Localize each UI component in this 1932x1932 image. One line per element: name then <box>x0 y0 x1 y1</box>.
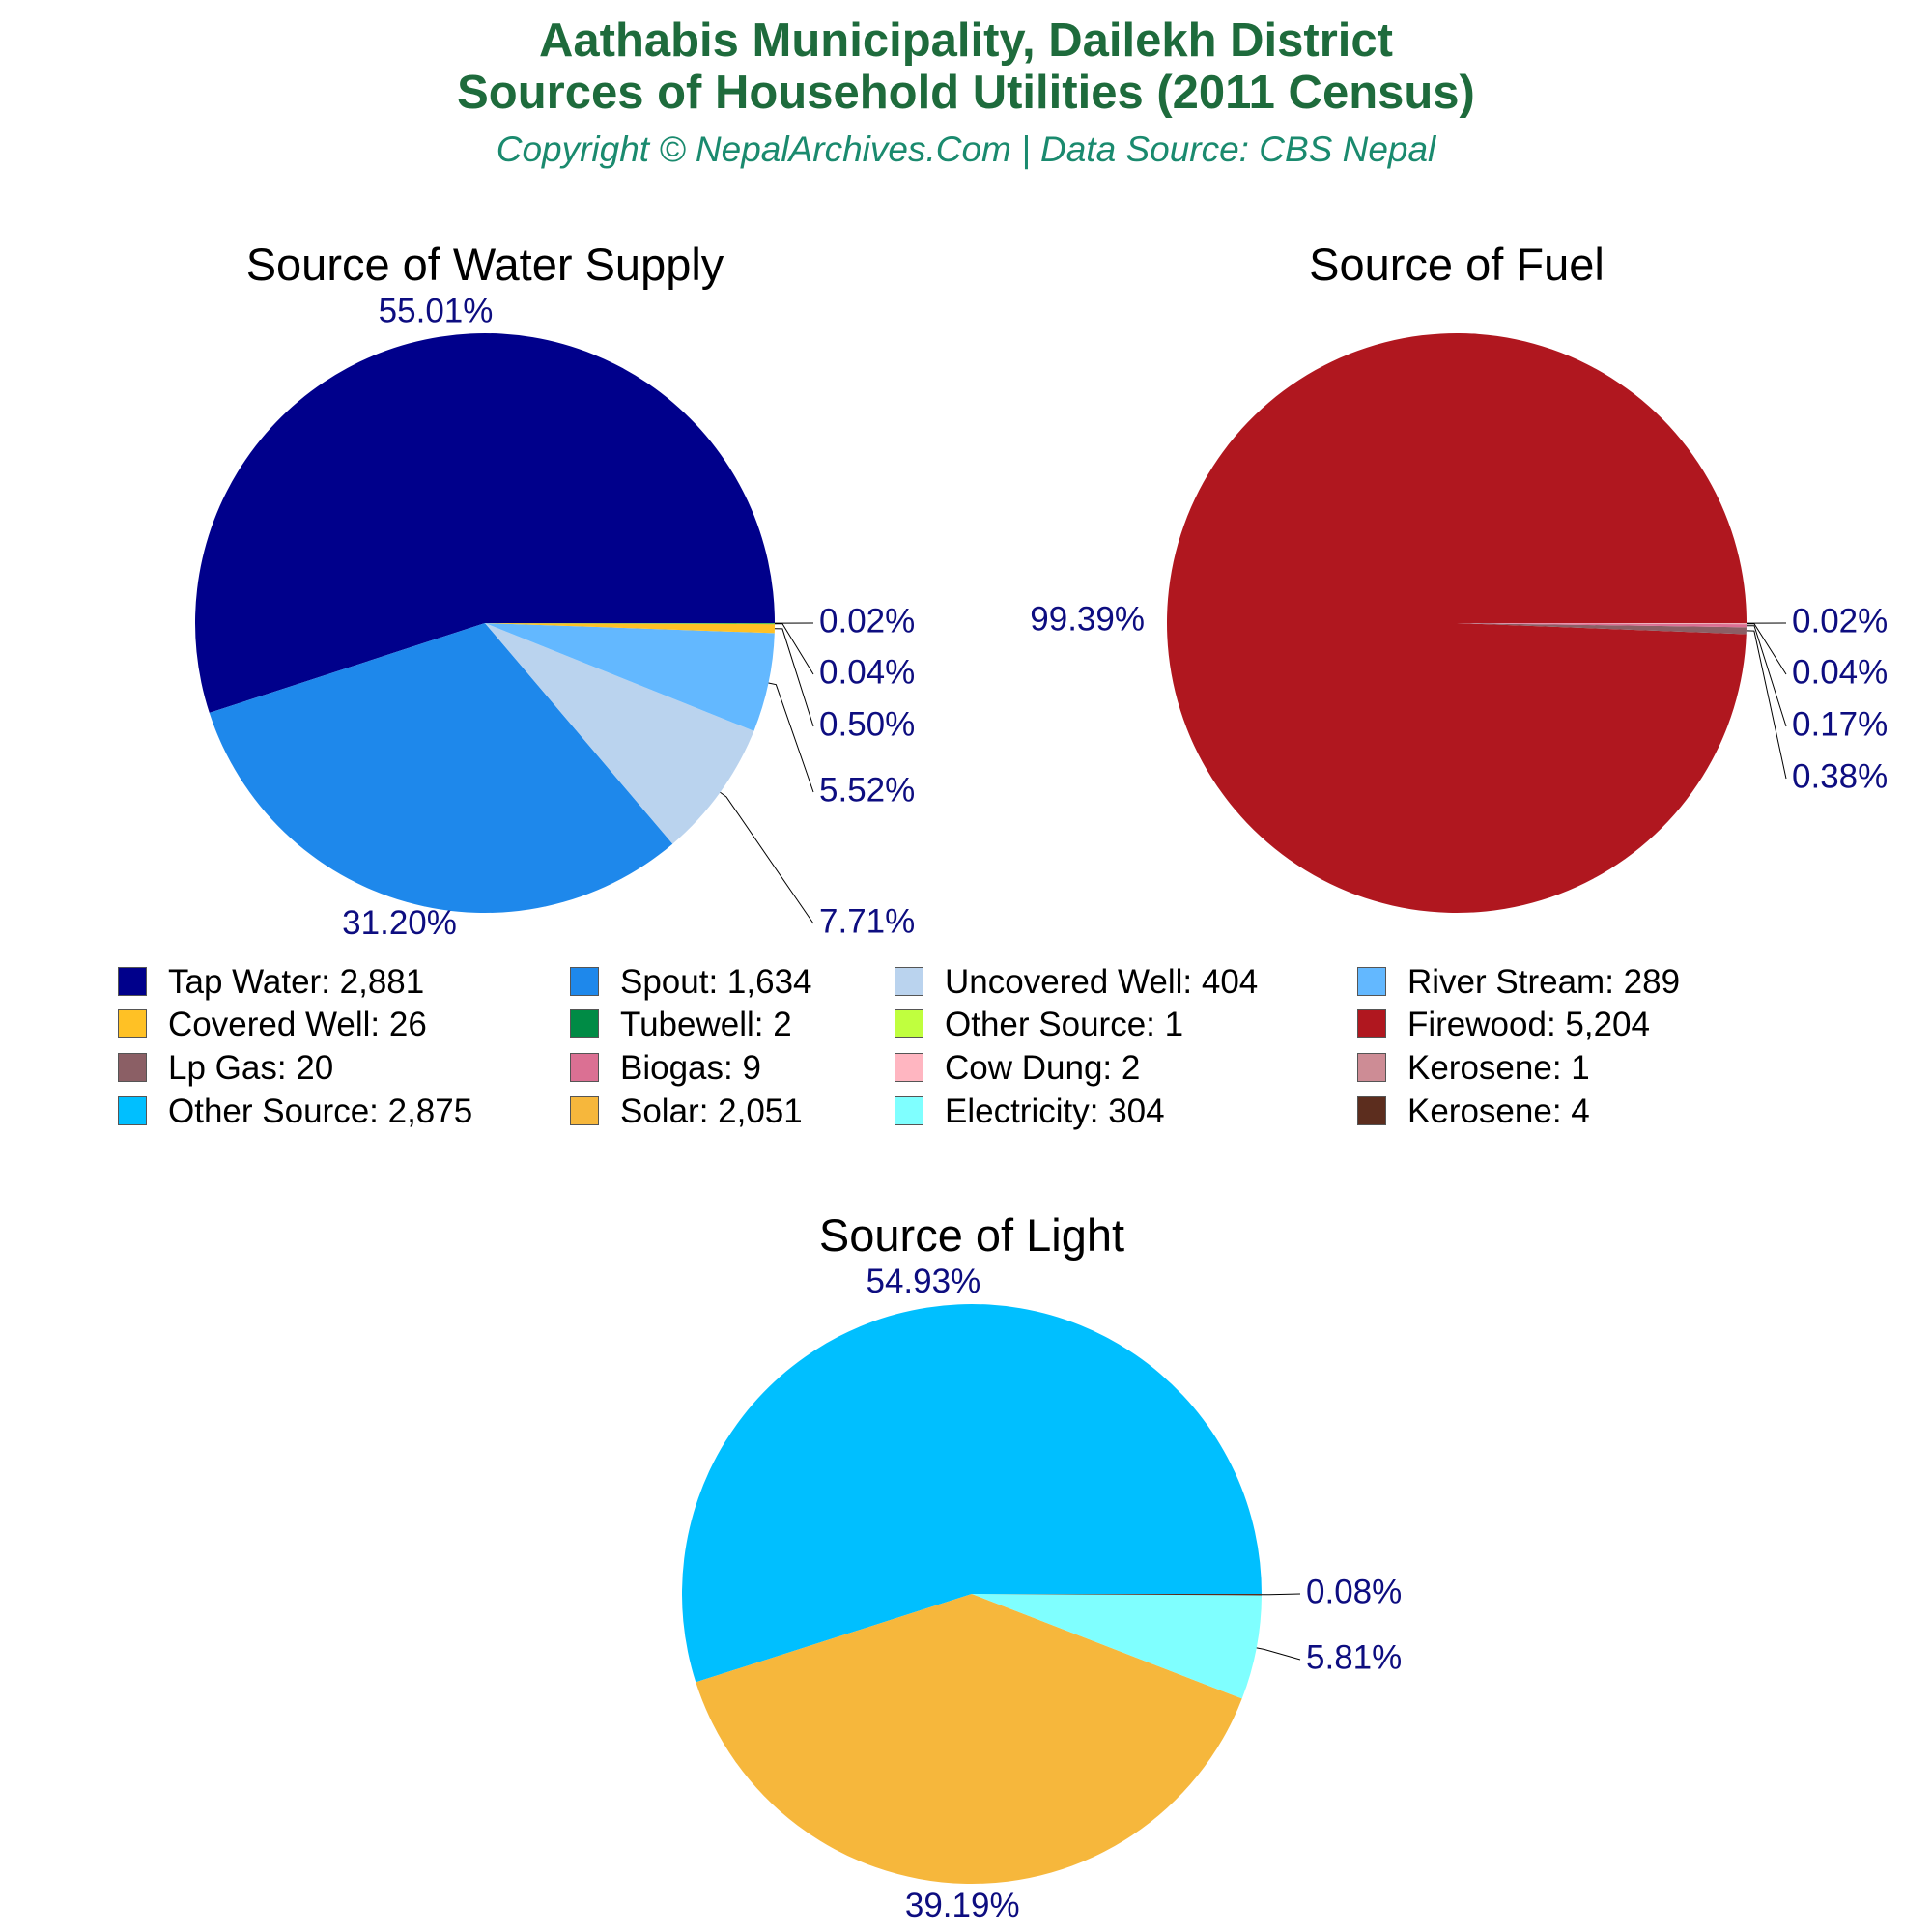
percent-label-firewood: 99.39% <box>1030 600 1145 638</box>
percent-label-electricity: 5.81% <box>1306 1638 1402 1676</box>
percent-label-kerosene: 0.08% <box>1306 1573 1402 1610</box>
percent-label-solar: 39.19% <box>905 1887 1020 1924</box>
pie-slice-tap-water <box>194 332 775 713</box>
leader-line-tubewell <box>774 623 814 675</box>
percent-label-covered-well: 0.50% <box>819 705 915 743</box>
leader-line-kerosene <box>1261 1593 1301 1596</box>
pie-slice-spout <box>209 623 673 913</box>
pie-slice-river-stream <box>485 623 775 731</box>
figure-title-line-1: Aathabis Municipality, Dailekh District <box>538 14 1393 67</box>
percent-label-cow-dung: 0.04% <box>1792 653 1888 691</box>
leader-line-uncovered-well <box>720 791 814 924</box>
percent-label-tubewell: 0.04% <box>819 653 915 691</box>
percent-label-kerosene: 0.02% <box>1792 602 1888 639</box>
leader-line-lp-gas <box>1746 630 1787 780</box>
pie-slice-cow-dung <box>1457 623 1747 625</box>
leader-line-biogas <box>1746 625 1787 727</box>
pie-slice-tubewell <box>485 623 775 625</box>
pie-slice-electricity <box>972 1594 1262 1699</box>
percent-label-other-source: 0.02% <box>819 602 915 639</box>
chart-title: Source of Fuel <box>1309 239 1605 290</box>
percent-label-tap-water: 55.01% <box>379 292 494 329</box>
leader-line-electricity <box>1256 1647 1301 1661</box>
percent-label-uncovered-well: 7.71% <box>819 902 915 940</box>
percent-label-lp-gas: 0.38% <box>1792 757 1888 795</box>
pie-slice-solar <box>696 1594 1242 1884</box>
pie-slice-lp-gas <box>1457 623 1747 635</box>
pie-slice-covered-well <box>485 623 775 634</box>
leader-line-river-stream <box>768 682 814 793</box>
pie-slice-uncovered-well <box>485 623 754 844</box>
pie-slice-other-source <box>682 1304 1262 1683</box>
leader-line-covered-well <box>774 628 814 727</box>
percent-label-other-source: 54.93% <box>867 1263 981 1300</box>
leader-line-cow-dung <box>1746 623 1787 675</box>
percent-label-river-stream: 5.52% <box>819 771 915 809</box>
pie-chart-source-of-fuel: Source of Fuel 99.39% 0.38% 0.17% 0.04% 0.02% <box>1030 239 1888 914</box>
chart-title: Source of Light <box>819 1209 1124 1261</box>
percent-label-spout: 31.20% <box>342 904 457 942</box>
chart-title: Source of Water Supply <box>246 239 724 290</box>
pie-slice-kerosene <box>972 1594 1262 1596</box>
figure-subtitle: Copyright © NepalArchives.Com | Data Sou… <box>496 129 1436 169</box>
pie-slice-biogas <box>1457 623 1747 628</box>
figure-title-line-2: Sources of Household Utilities (2011 Cen… <box>457 67 1475 119</box>
percent-label-biogas: 0.17% <box>1792 705 1888 743</box>
